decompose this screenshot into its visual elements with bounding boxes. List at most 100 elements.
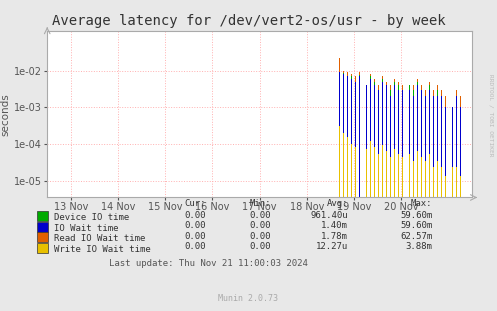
Bar	[386, 85, 387, 197]
Text: Last update: Thu Nov 21 11:00:03 2024: Last update: Thu Nov 21 11:00:03 2024	[109, 259, 308, 268]
Bar	[425, 161, 426, 197]
Bar	[410, 154, 411, 197]
Bar	[406, 161, 407, 197]
Text: Min:: Min:	[249, 199, 271, 208]
Bar	[351, 143, 352, 197]
Bar	[460, 176, 461, 197]
Bar	[402, 90, 403, 197]
Bar	[441, 96, 442, 197]
Bar	[410, 90, 411, 197]
Bar	[452, 167, 453, 197]
Bar	[441, 90, 442, 197]
Bar	[370, 79, 371, 197]
Bar	[425, 96, 426, 197]
Bar	[390, 90, 391, 197]
Text: Max:: Max:	[411, 199, 432, 208]
Text: 961.40u: 961.40u	[310, 211, 348, 220]
Text: Average latency for /dev/vert2-os/usr - by week: Average latency for /dev/vert2-os/usr - …	[52, 14, 445, 28]
Text: IO Wait time: IO Wait time	[54, 224, 119, 233]
Text: Avg:: Avg:	[327, 199, 348, 208]
Bar	[339, 74, 340, 197]
Text: 0.00: 0.00	[185, 232, 206, 241]
Bar	[390, 85, 391, 197]
Bar	[394, 149, 395, 197]
Bar	[433, 96, 434, 197]
Bar	[406, 90, 407, 197]
Bar	[343, 73, 344, 197]
Text: 62.57m: 62.57m	[400, 232, 432, 241]
Bar	[421, 90, 422, 197]
Bar	[378, 90, 379, 197]
Bar	[429, 82, 430, 197]
Bar	[366, 85, 367, 197]
Bar	[370, 141, 371, 197]
Bar	[339, 72, 340, 197]
Bar	[355, 82, 356, 197]
Bar	[343, 71, 344, 197]
Bar	[398, 82, 399, 197]
Text: Read IO Wait time: Read IO Wait time	[54, 234, 146, 243]
Bar	[402, 85, 403, 197]
Bar	[429, 154, 430, 197]
Bar	[410, 85, 411, 197]
Bar	[386, 151, 387, 197]
Bar	[382, 77, 383, 197]
Bar	[351, 79, 352, 197]
Bar	[421, 90, 422, 197]
Bar	[347, 79, 348, 197]
Bar	[417, 85, 418, 197]
Bar	[437, 96, 438, 197]
Bar	[452, 96, 453, 197]
Bar	[343, 133, 344, 197]
Bar	[437, 161, 438, 197]
Bar	[460, 107, 461, 197]
Text: 1.40m: 1.40m	[321, 221, 348, 230]
Text: 0.00: 0.00	[185, 211, 206, 220]
Bar	[417, 151, 418, 197]
Bar	[370, 77, 371, 197]
Bar	[452, 107, 453, 197]
Bar	[429, 90, 430, 197]
Bar	[355, 82, 356, 197]
Bar	[362, 143, 363, 197]
Text: Munin 2.0.73: Munin 2.0.73	[219, 294, 278, 303]
Bar	[398, 85, 399, 197]
Bar	[355, 77, 356, 197]
Bar	[374, 85, 375, 197]
Bar	[347, 137, 348, 197]
Bar	[398, 90, 399, 197]
Text: 0.00: 0.00	[185, 221, 206, 230]
Bar	[382, 145, 383, 197]
Bar	[351, 74, 352, 197]
Bar	[347, 72, 348, 197]
Bar	[437, 90, 438, 197]
Bar	[339, 58, 340, 197]
Bar	[378, 85, 379, 197]
Text: 0.00: 0.00	[249, 221, 271, 230]
Bar	[456, 96, 457, 197]
Bar	[417, 79, 418, 197]
Bar	[456, 167, 457, 197]
Text: Write IO Wait time: Write IO Wait time	[54, 245, 151, 254]
Bar	[425, 90, 426, 197]
Bar	[417, 82, 418, 197]
Bar	[456, 90, 457, 197]
Bar	[433, 90, 434, 197]
Bar	[374, 147, 375, 197]
Bar	[425, 96, 426, 197]
Bar	[398, 154, 399, 197]
Bar	[394, 82, 395, 197]
Text: Cur:: Cur:	[185, 199, 206, 208]
Bar	[374, 79, 375, 197]
Bar	[433, 167, 434, 197]
Bar	[370, 74, 371, 197]
Bar	[347, 77, 348, 197]
Bar	[351, 77, 352, 197]
Bar	[429, 85, 430, 197]
Text: 0.00: 0.00	[185, 242, 206, 251]
Bar	[339, 126, 340, 197]
Bar	[402, 90, 403, 197]
Bar	[386, 85, 387, 197]
Text: 59.60m: 59.60m	[400, 211, 432, 220]
Bar	[421, 85, 422, 197]
